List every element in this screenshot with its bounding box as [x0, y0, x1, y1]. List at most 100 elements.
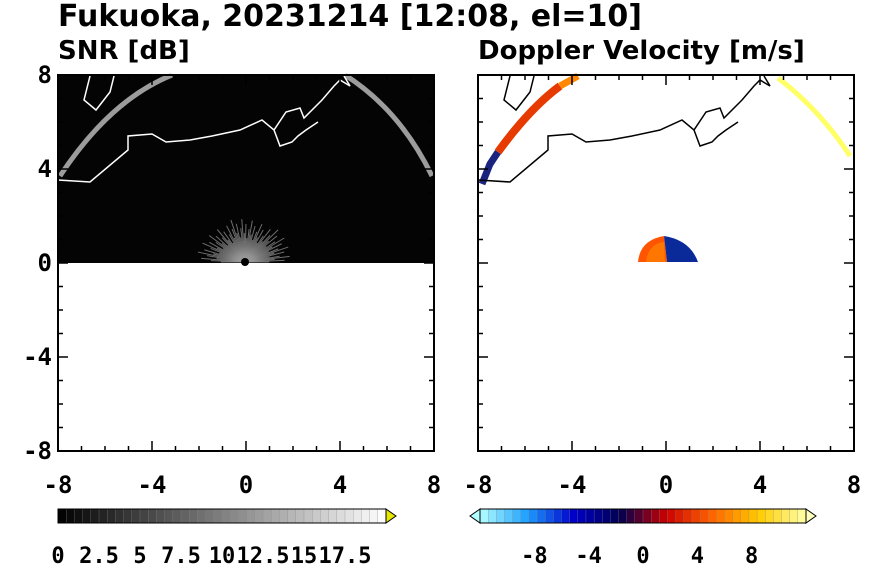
- doppler-colorbar-cell: [479, 508, 489, 524]
- snr-colorbar-cell: [353, 508, 363, 524]
- snr-colorbar-tick-label: 2.5: [79, 544, 119, 569]
- doppler-near-echo: [638, 236, 698, 262]
- snr-colorbar-extend-max: [385, 508, 397, 524]
- snr-colorbar-cell: [303, 508, 313, 524]
- snr-colorbar-cell: [213, 508, 223, 524]
- doppler-colorbar-cell: [748, 508, 758, 524]
- doppler-colorbar-cell: [642, 508, 652, 524]
- snr-colorbar-cell: [295, 508, 305, 524]
- snr-colorbar-cell: [320, 508, 330, 524]
- snr-colorbar-cell: [115, 508, 125, 524]
- doppler-colorbar-cell: [659, 508, 669, 524]
- snr-radar-site: [241, 258, 249, 266]
- doppler-colorbar-tick-label: 4: [691, 544, 704, 569]
- snr-colorbar-cell: [107, 508, 117, 524]
- doppler-colorbar-cell: [789, 508, 799, 524]
- snr-panel: SNR [dB] -8 -4 0 4 8 8 4 0 -4 -8 0 2.5 5 7.5 10 12.5 15…: [23, 36, 441, 569]
- snr-xtick-label: 0: [239, 471, 253, 499]
- snr-axis-ticks: -8 -4 0 4 8 8 4 0 -4 -8: [23, 61, 441, 499]
- snr-colorbar-cell: [271, 508, 281, 524]
- doppler-xtick-label: -8: [464, 471, 493, 499]
- doppler-colorbar-cell: [528, 508, 538, 524]
- doppler-colorbar-cell: [756, 508, 766, 524]
- doppler-colorbar: -8 -4 0 4 8: [469, 508, 817, 569]
- doppler-colorbar-tick-label: -8: [521, 544, 548, 569]
- doppler-colorbar-cell: [618, 508, 628, 524]
- doppler-colorbar-frame: [479, 508, 807, 524]
- snr-colorbar-cell: [148, 508, 158, 524]
- doppler-colorbar-cell: [732, 508, 742, 524]
- doppler-colorbar-cell: [602, 508, 612, 524]
- snr-colorbar-cell: [197, 508, 207, 524]
- doppler-colorbar-cell: [536, 508, 546, 524]
- doppler-colorbar-extend-max: [805, 508, 817, 524]
- snr-colorbar: 0 2.5 5 7.5 10 12.5 15 17.5: [51, 508, 397, 569]
- snr-colorbar-cell: [312, 508, 322, 524]
- snr-colorbar-cell: [377, 508, 387, 524]
- snr-colorbar-cell: [287, 508, 297, 524]
- snr-colorbar-cell: [74, 508, 84, 524]
- doppler-colorbar-tick-label: 0: [636, 544, 649, 569]
- snr-xtick-label: -8: [44, 471, 73, 499]
- doppler-colorbar-cell: [765, 508, 775, 524]
- snr-colorbar-cell: [57, 508, 67, 524]
- snr-ytick-label: 0: [38, 249, 52, 277]
- snr-colorbar-cell: [336, 508, 346, 524]
- snr-colorbar-tick-label: 0: [51, 544, 64, 569]
- doppler-colorbar-cell: [561, 508, 571, 524]
- doppler-colorbar-cell: [683, 508, 693, 524]
- snr-colorbar-cell: [66, 508, 76, 524]
- snr-colorbar-cell: [98, 508, 108, 524]
- snr-colorbar-cell: [82, 508, 92, 524]
- snr-colorbar-cell: [246, 508, 256, 524]
- snr-colorbar-cell: [328, 508, 338, 524]
- snr-colorbar-cell: [205, 508, 215, 524]
- doppler-colorbar-cell: [496, 508, 506, 524]
- doppler-colorbar-cell: [545, 508, 555, 524]
- snr-colorbar-cell: [189, 508, 199, 524]
- snr-xtick-label: 4: [333, 471, 347, 499]
- snr-colorbar-cell: [230, 508, 240, 524]
- snr-colorbar-cell: [279, 508, 289, 524]
- doppler-colorbar-cell: [512, 508, 522, 524]
- doppler-colorbar-cell: [487, 508, 497, 524]
- snr-colorbar-tick-label: 5: [133, 544, 146, 569]
- doppler-colorbar-cell: [781, 508, 791, 524]
- doppler-colorbar-cell: [585, 508, 595, 524]
- snr-ytick-label: -8: [23, 437, 52, 465]
- doppler-colorbar-cell: [634, 508, 644, 524]
- snr-arcs: [57, 72, 435, 178]
- doppler-colorbar-cell: [740, 508, 750, 524]
- doppler-colorbar-cell: [593, 508, 603, 524]
- snr-colorbar-cell: [344, 508, 354, 524]
- doppler-colorbar-extend-min: [469, 508, 481, 524]
- snr-colorbar-cell: [164, 508, 174, 524]
- snr-colorbar-cell: [369, 508, 379, 524]
- doppler-colorbar-cell: [569, 508, 579, 524]
- doppler-arcs: [478, 72, 853, 186]
- doppler-xtick-label: -4: [558, 471, 587, 499]
- doppler-colorbar-cell: [626, 508, 636, 524]
- doppler-colorbar-tick-label: -4: [575, 544, 602, 569]
- snr-xtick-label: 8: [427, 471, 441, 499]
- snr-colorbar-cell: [156, 508, 166, 524]
- doppler-colorbar-cell: [797, 508, 807, 524]
- snr-colorbar-cell: [90, 508, 100, 524]
- doppler-panel: Doppler Velocity [m/s] -8 -4 0 4 8 -8 -4 0 4 8: [464, 36, 862, 569]
- doppler-xtick-label: 4: [753, 471, 767, 499]
- doppler-colorbar-cell: [675, 508, 685, 524]
- snr-colorbar-cell: [221, 508, 231, 524]
- snr-colorbar-cell: [262, 508, 272, 524]
- doppler-colorbar-cell: [610, 508, 620, 524]
- snr-colorbar-cell: [254, 508, 264, 524]
- doppler-colorbar-tick-label: 8: [745, 544, 758, 569]
- doppler-panel-title: Doppler Velocity [m/s]: [478, 36, 805, 66]
- snr-xtick-label: -4: [138, 471, 167, 499]
- doppler-colorbar-cell: [667, 508, 677, 524]
- doppler-colorbar-cell: [520, 508, 530, 524]
- doppler-colorbar-cell: [724, 508, 734, 524]
- doppler-colorbar-cell: [699, 508, 709, 524]
- doppler-colorbar-cell: [691, 508, 701, 524]
- doppler-colorbar-cell: [773, 508, 783, 524]
- snr-coastline: [57, 75, 351, 183]
